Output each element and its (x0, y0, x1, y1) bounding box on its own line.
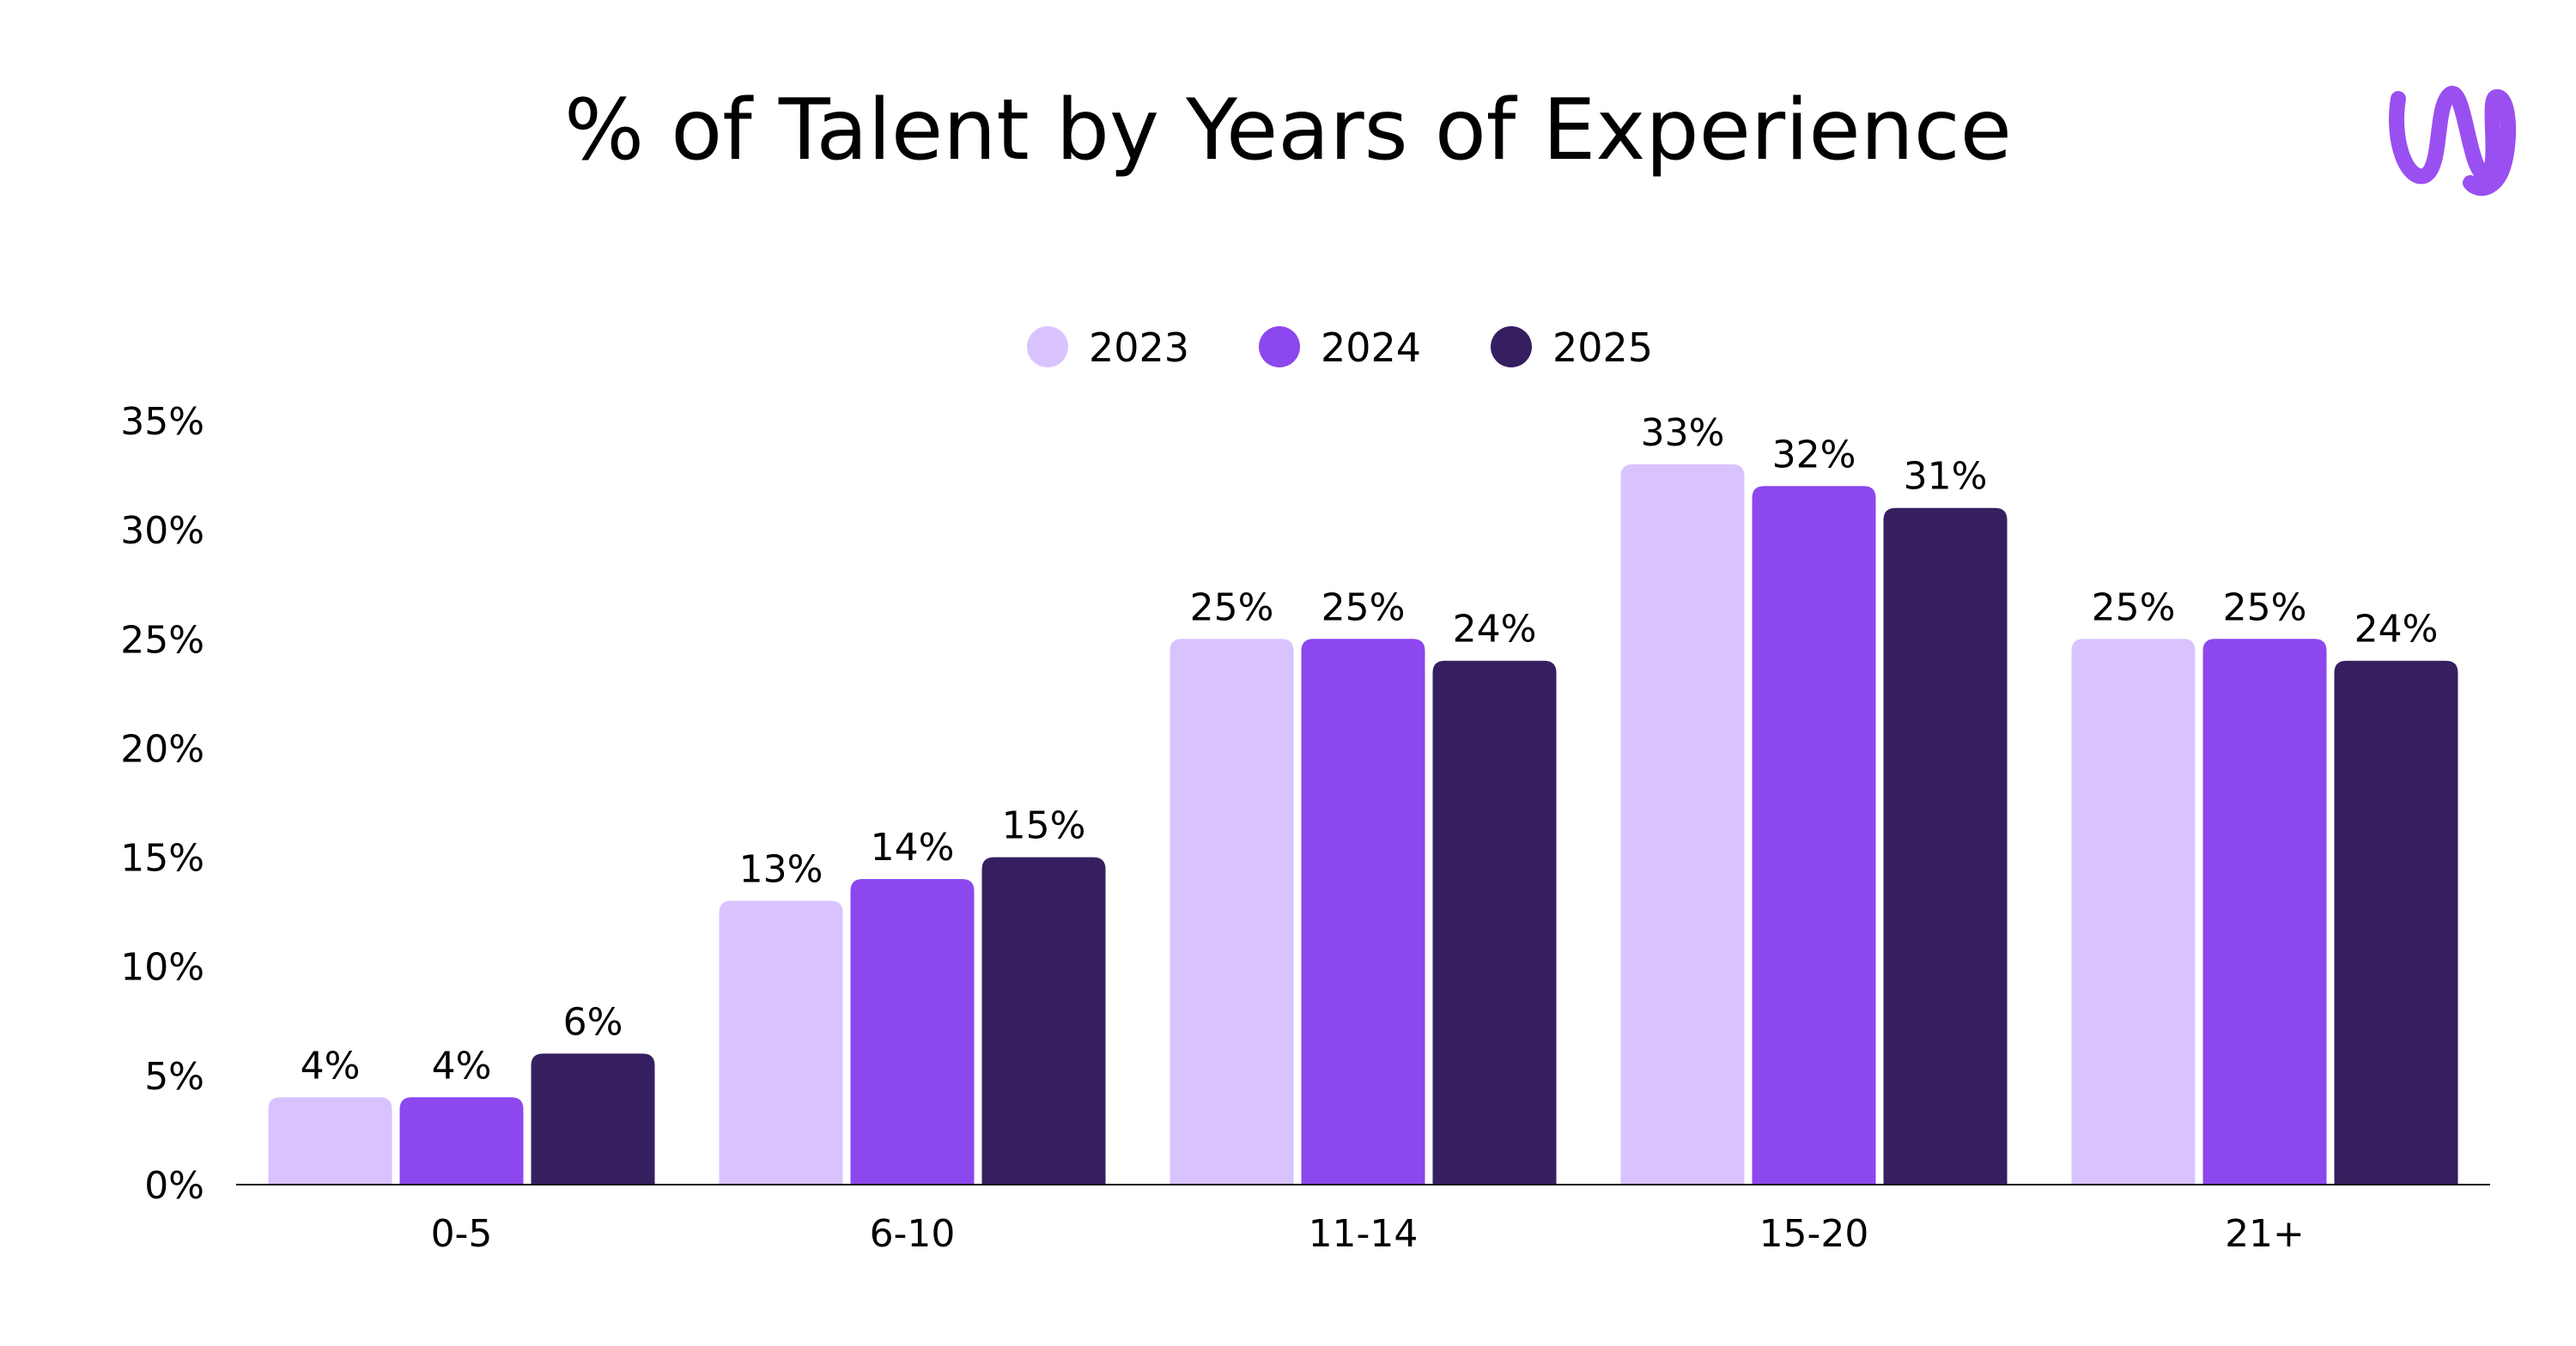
y-tick-label: 0% (144, 1164, 204, 1208)
data-label: 4% (301, 1044, 361, 1088)
legend-swatch (1259, 326, 1300, 367)
data-label: 33% (1641, 411, 1725, 455)
bar (719, 900, 843, 1185)
y-tick-label: 10% (120, 946, 204, 990)
bar (981, 857, 1106, 1185)
data-label: 31% (1904, 455, 1988, 499)
legend-label: 2024 (1321, 324, 1421, 371)
data-label: 25% (1321, 585, 1406, 629)
bar (1883, 507, 2008, 1185)
x-tick-label: 6-10 (870, 1212, 956, 1256)
legend-label: 2025 (1552, 324, 1653, 371)
chart-title: % of Talent by Years of Experience (564, 82, 2012, 179)
legend-label: 2023 (1089, 324, 1189, 371)
bar (850, 879, 975, 1185)
y-tick-label: 15% (120, 837, 204, 881)
data-label: 25% (1190, 585, 1274, 629)
bar (2202, 639, 2327, 1185)
bar (1432, 660, 1557, 1185)
bar (1620, 464, 1745, 1185)
data-label: 6% (563, 1000, 623, 1044)
x-tick-label: 21+ (2225, 1212, 2305, 1256)
x-tick-label: 15-20 (1759, 1212, 1869, 1256)
bar (1752, 486, 1876, 1185)
y-tick-label: 30% (120, 509, 204, 553)
bar (2334, 660, 2458, 1185)
x-tick-label: 0-5 (431, 1212, 493, 1256)
data-label: 13% (739, 847, 823, 891)
bar (531, 1053, 655, 1185)
data-label: 24% (1453, 608, 1537, 652)
bar (268, 1097, 392, 1185)
data-label: 14% (871, 826, 955, 870)
bar (2071, 639, 2196, 1185)
data-label: 24% (2354, 608, 2439, 652)
y-tick-label: 5% (144, 1055, 204, 1099)
data-label: 4% (432, 1044, 492, 1088)
wave-logo-icon (2389, 86, 2517, 197)
y-tick-label: 25% (120, 618, 204, 662)
y-tick-label: 35% (120, 400, 204, 444)
data-label: 25% (2092, 585, 2176, 629)
legend-swatch (1027, 326, 1068, 367)
bar (1301, 639, 1425, 1185)
data-label: 25% (2223, 585, 2307, 629)
y-tick-label: 20% (120, 727, 204, 771)
bar (399, 1097, 524, 1185)
bar (1170, 639, 1294, 1185)
data-label: 32% (1772, 433, 1856, 476)
x-tick-label: 11-14 (1309, 1212, 1419, 1256)
legend-swatch (1491, 326, 1532, 367)
data-label: 15% (1002, 804, 1086, 848)
